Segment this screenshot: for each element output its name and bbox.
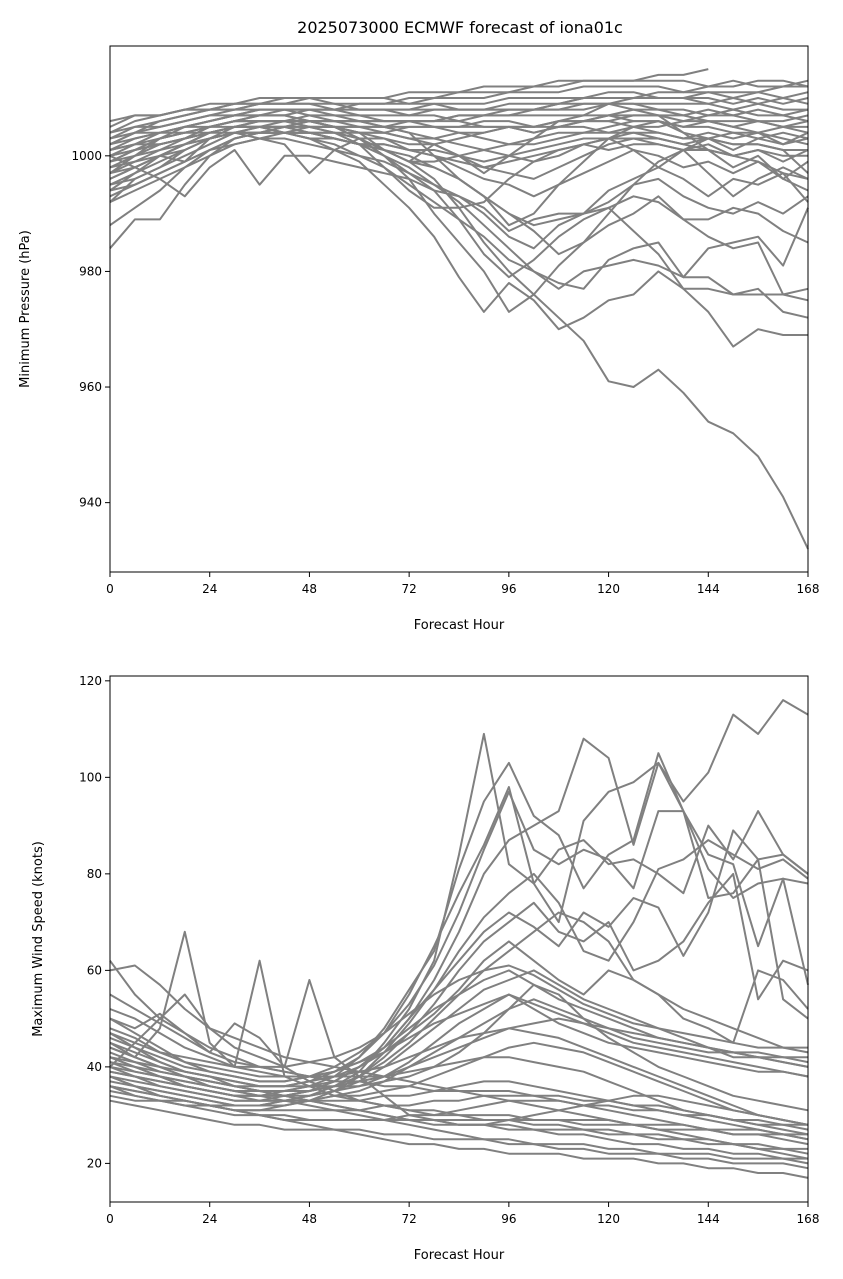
wind-series-line-33 xyxy=(109,964,809,1068)
wind-series-line-35 xyxy=(109,1061,809,1126)
wind-series-line-25 xyxy=(109,1075,809,1179)
wind-series-line-17 xyxy=(109,1041,809,1126)
wind-x-tick-label: 168 xyxy=(797,1212,820,1226)
wind-series-line-32 xyxy=(109,993,809,1097)
wind-y-tick-label: 40 xyxy=(87,1060,102,1074)
wind-series-group xyxy=(109,699,809,1179)
wind-series-line-34 xyxy=(109,1099,809,1165)
wind-series-line-24 xyxy=(109,1041,809,1170)
wind-series-line-16 xyxy=(109,1008,809,1126)
wind-series-line-28 xyxy=(109,979,808,1160)
wind-y-tick-label: 120 xyxy=(79,674,102,688)
pressure-x-tick-label: 24 xyxy=(202,582,217,596)
wind-series-line-26 xyxy=(109,960,809,1131)
wind-x-tick-label: 24 xyxy=(202,1212,217,1226)
pressure-y-tick-label: 980 xyxy=(79,264,102,278)
pressure-series-line-22 xyxy=(109,149,809,232)
wind-y-tick-label: 100 xyxy=(79,770,102,784)
pressure-panel: 2025073000 ECMWF forecast of iona01c 0 24… xyxy=(18,18,819,633)
wind-y-tick-label: 80 xyxy=(87,867,102,881)
pressure-series-line-5 xyxy=(109,131,809,319)
wind-x-axis-label: Forecast Hour xyxy=(414,1248,505,1263)
wind-x-tick-label: 48 xyxy=(302,1212,317,1226)
wind-y-tick-label: 20 xyxy=(87,1156,102,1170)
pressure-series-line-16 xyxy=(109,79,809,146)
pressure-series-line-33 xyxy=(109,131,809,256)
wind-series-line-27 xyxy=(109,930,808,1150)
wind-series-line-29 xyxy=(109,1085,808,1126)
pressure-y-tick-label: 1000 xyxy=(71,149,102,163)
pressure-y-axis-label: Minimum Pressure (hPa) xyxy=(18,230,33,388)
pressure-series-line-29 xyxy=(109,85,808,134)
pressure-x-tick-label: 144 xyxy=(697,582,720,596)
pressure-series-line-17 xyxy=(109,85,809,163)
chart-title: 2025073000 ECMWF forecast of iona01c xyxy=(297,18,623,37)
pressure-series-line-11 xyxy=(109,108,809,163)
wind-x-tick-label: 144 xyxy=(697,1212,720,1226)
pressure-x-tick-label: 96 xyxy=(501,582,516,596)
wind-x-tick-label: 120 xyxy=(597,1212,620,1226)
pressure-x-tick-label: 48 xyxy=(302,582,317,596)
wind-plot-frame xyxy=(109,675,809,1203)
wind-series-line-30 xyxy=(109,1012,808,1136)
pressure-x-tick-label: 168 xyxy=(797,582,820,596)
wind-x-tick-label: 96 xyxy=(501,1212,516,1226)
pressure-y-tick-label: 960 xyxy=(79,380,102,394)
wind-x-tick-label: 72 xyxy=(402,1212,417,1226)
wind-series-line-11 xyxy=(109,969,809,1107)
pressure-x-tick-label: 120 xyxy=(597,582,620,596)
pressure-x-tick-label: 72 xyxy=(402,582,417,596)
wind-series-line-1 xyxy=(109,699,809,1102)
pressure-ticks: 0 24 48 72 96 120 144 168 940 960 980 1000 xyxy=(71,149,819,596)
wind-y-axis-label: Maximum Wind Speed (knots) xyxy=(31,841,46,1037)
pressure-plot-frame xyxy=(109,45,809,573)
wind-series-line-14 xyxy=(109,993,809,1078)
pressure-series-group xyxy=(109,68,809,550)
pressure-series-line-28 xyxy=(109,114,809,157)
pressure-series-line-1 xyxy=(109,120,809,550)
pressure-series-line-3 xyxy=(109,120,809,313)
pressure-y-tick-label: 940 xyxy=(79,496,102,510)
pressure-series-line-32 xyxy=(109,79,809,146)
wind-y-tick-label: 60 xyxy=(87,963,102,977)
pressure-x-axis-label: Forecast Hour xyxy=(414,618,505,633)
wind-panel: 0 24 48 72 96 120 144 168 20 40 60 80 100 120 Forecas… xyxy=(31,674,819,1263)
pressure-series-line-35 xyxy=(109,125,809,174)
wind-ticks: 0 24 48 72 96 120 144 168 20 40 60 80 100 120 xyxy=(79,674,819,1226)
wind-series-line-31 xyxy=(109,983,809,1112)
pressure-x-tick-label: 0 xyxy=(106,582,114,596)
wind-x-tick-label: 0 xyxy=(106,1212,114,1226)
